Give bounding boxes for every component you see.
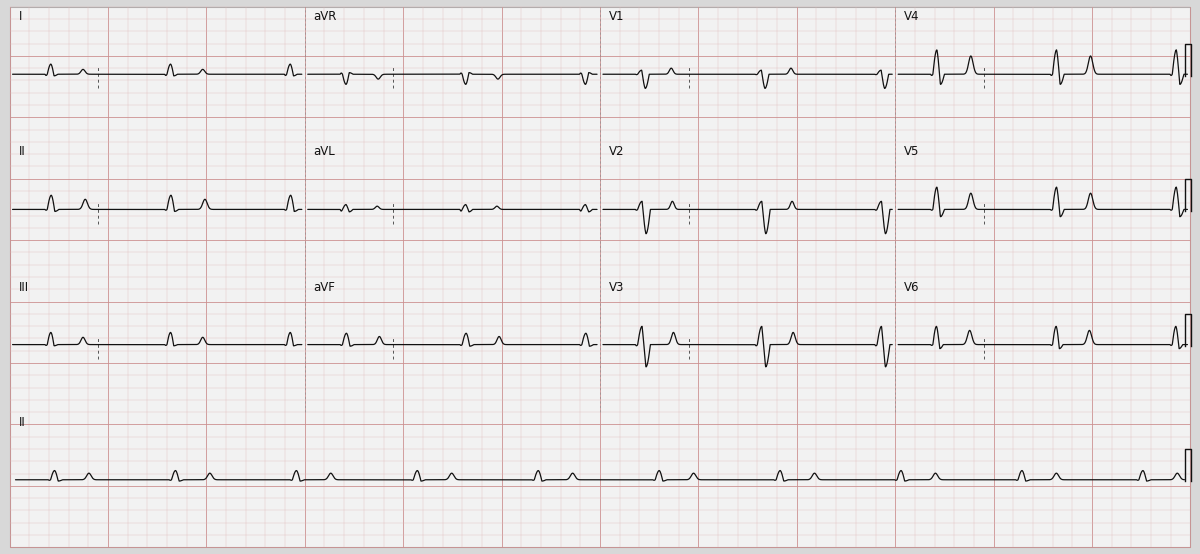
Text: V1: V1 (608, 10, 624, 23)
Text: aVL: aVL (313, 145, 336, 158)
Text: V5: V5 (904, 145, 919, 158)
Text: aVR: aVR (313, 10, 337, 23)
Text: II: II (18, 145, 25, 158)
Text: V3: V3 (608, 280, 624, 294)
Text: V6: V6 (904, 280, 919, 294)
Text: V2: V2 (608, 145, 624, 158)
Text: V4: V4 (904, 10, 919, 23)
Text: aVF: aVF (313, 280, 336, 294)
Text: III: III (18, 280, 29, 294)
Text: I: I (18, 10, 22, 23)
Text: II: II (19, 416, 25, 429)
